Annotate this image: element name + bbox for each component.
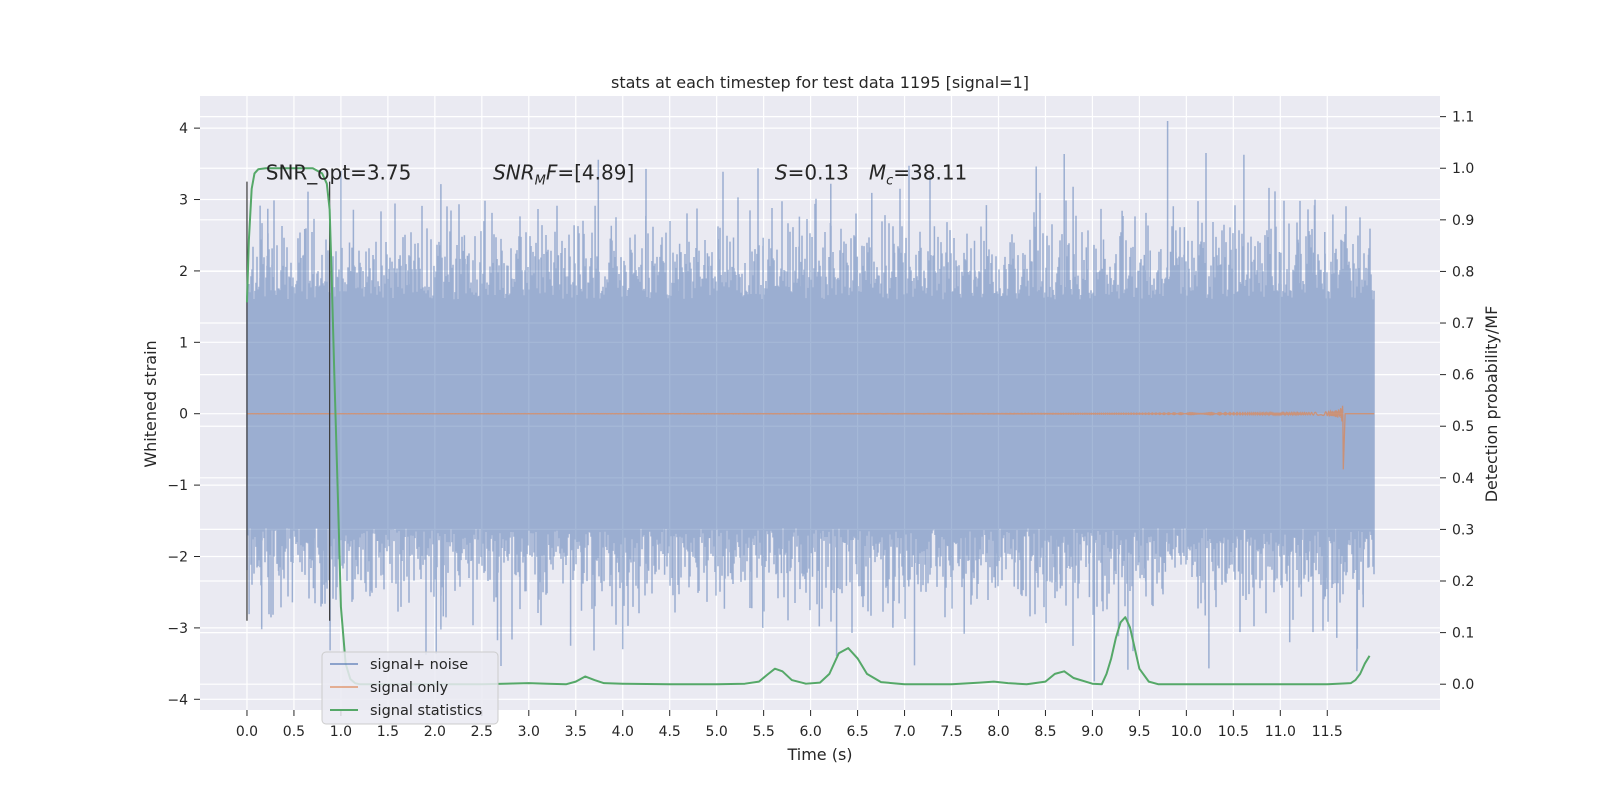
- annotation-layer: SNR_opt=3.75 SNRMF=[4.89] S=0.13 Mc=38.11: [266, 161, 968, 189]
- x-tick-label: 0.0: [236, 724, 258, 740]
- annotation-text: SNRMF=[4.89]: [493, 161, 634, 189]
- x-tick-label: 11.5: [1312, 724, 1343, 740]
- x-tick-label: 2.0: [424, 724, 446, 740]
- chart-title: stats at each timestep for test data 119…: [611, 73, 1029, 92]
- y-right-tick-label: 0.3: [1452, 522, 1474, 538]
- y-right-tick-label: 0.4: [1452, 471, 1474, 487]
- x-tick-label: 4.0: [612, 724, 634, 740]
- x-tick-label: 9.0: [1081, 724, 1103, 740]
- x-tick-label: 11.0: [1265, 724, 1296, 740]
- series-signal-statistics-line: [245, 167, 1371, 686]
- series-signal-only-line: [246, 405, 1375, 470]
- annotation-text: SNR_opt=3.75: [266, 161, 412, 185]
- legend-entry-label: signal statistics: [370, 703, 482, 719]
- x-tick-label: 4.5: [659, 724, 681, 740]
- y-right-tick-label: 0.2: [1452, 574, 1474, 590]
- legend-box: [321, 651, 499, 725]
- x-tick-label: 10.5: [1218, 724, 1249, 740]
- legend-entry-label: signal+ noise: [370, 657, 468, 673]
- x-tick-label: 7.0: [893, 724, 915, 740]
- data-layer: [245, 121, 1375, 686]
- x-tick-label: 5.0: [706, 724, 728, 740]
- x-tick-label: 10.0: [1171, 724, 1202, 740]
- y-right-tick-label: 0.6: [1452, 368, 1474, 384]
- axes-layer: 0.0 0.5 1.0 1.5 2.0 2.5 3.0 3.5 4.0 4.5 5.0 5.5 6.0 6…: [167, 110, 1474, 740]
- x-tick-label: 3.0: [518, 724, 540, 740]
- x-tick-label: 6.0: [799, 724, 821, 740]
- y-left-tick-label: −4: [167, 692, 188, 708]
- x-tick-label: 9.5: [1128, 724, 1150, 740]
- y-right-tick-label: 0.8: [1452, 264, 1474, 280]
- y-left-tick-label: −3: [167, 621, 188, 637]
- annotation-text: S=0.13: [775, 161, 849, 185]
- y-right-tick-label: 1.1: [1452, 110, 1474, 126]
- y-right-tick-label: 0.5: [1452, 419, 1474, 435]
- y-axis-right-title: Detection probability/MF: [1482, 306, 1501, 503]
- x-tick-label: 5.5: [753, 724, 775, 740]
- x-tick-label: 2.5: [471, 724, 493, 740]
- y-left-tick-label: 0: [179, 407, 188, 423]
- legend: signal+ noise signal only signal statistic…: [321, 651, 499, 725]
- x-tick-label: 8.5: [1034, 724, 1056, 740]
- y-right-tick-label: 1.0: [1452, 161, 1474, 177]
- y-left-tick-label: 4: [179, 121, 188, 137]
- y-left-tick-label: 3: [179, 193, 188, 209]
- legend-entry-label: signal only: [370, 680, 449, 696]
- y-left-tick-label: −2: [167, 550, 188, 566]
- y-right-tick-label: 0.1: [1452, 626, 1474, 642]
- y-right-tick-label: 0.0: [1452, 677, 1474, 693]
- y-left-tick-label: 1: [179, 335, 188, 351]
- x-tick-label: 0.5: [283, 724, 305, 740]
- x-tick-label: 3.5: [565, 724, 587, 740]
- y-right-tick-label: 0.7: [1452, 316, 1474, 332]
- x-tick-label: 7.5: [940, 724, 962, 740]
- y-left-tick-label: 2: [179, 264, 188, 280]
- y-axis-left-title: Whitened strain: [141, 340, 160, 467]
- x-tick-label: 1.5: [377, 724, 399, 740]
- y-left-tick-label: −1: [167, 478, 188, 494]
- annotation-text: Mc=38.11: [869, 161, 967, 189]
- x-tick-label: 8.0: [987, 724, 1009, 740]
- x-tick-label: 6.5: [846, 724, 868, 740]
- x-axis-title: Time (s): [786, 745, 852, 764]
- y-right-tick-label: 0.9: [1452, 213, 1474, 229]
- x-tick-label: 1.0: [330, 724, 352, 740]
